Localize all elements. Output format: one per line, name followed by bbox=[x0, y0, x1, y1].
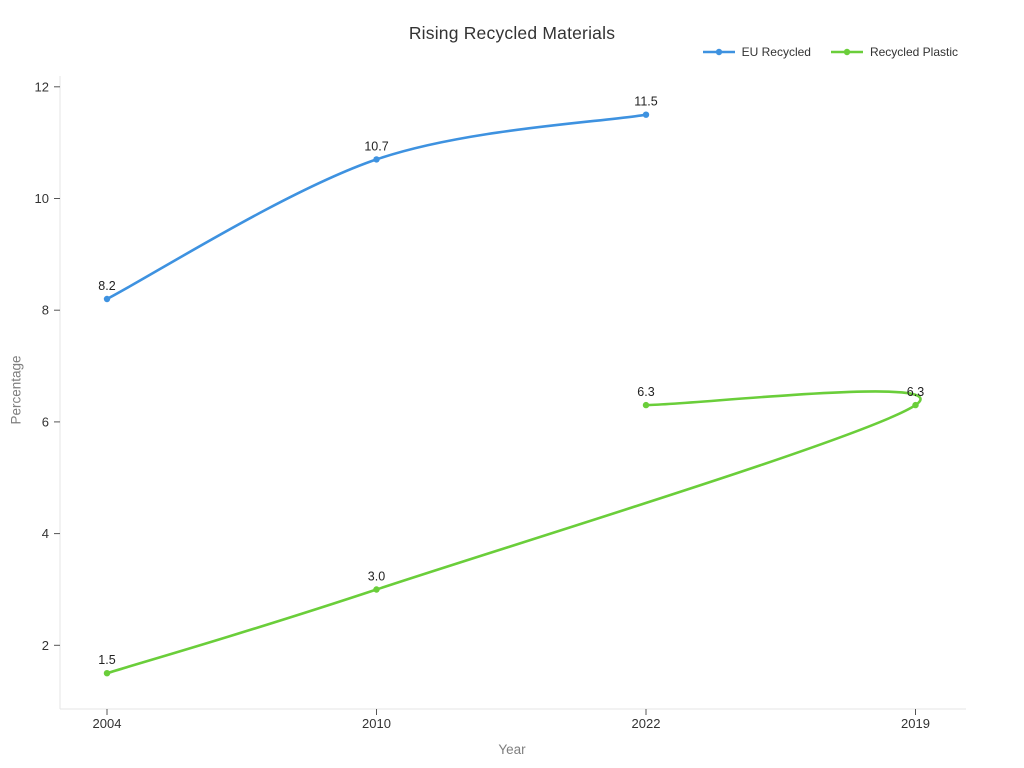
data-point-label: 1.5 bbox=[98, 653, 115, 667]
data-point-label: 10.7 bbox=[364, 139, 388, 153]
legend-line-sample-icon bbox=[702, 48, 735, 56]
y-tick-label: 8 bbox=[42, 303, 49, 318]
legend-line-sample-icon bbox=[830, 48, 863, 56]
data-point-marker[interactable] bbox=[642, 401, 650, 409]
data-point-marker[interactable] bbox=[373, 586, 380, 593]
y-tick-label: 12 bbox=[35, 79, 49, 94]
y-tick-label: 2 bbox=[42, 638, 49, 653]
data-point-label: 3.0 bbox=[368, 570, 385, 584]
legend-sample-marker bbox=[843, 48, 851, 56]
y-axis-title: Percentage bbox=[8, 355, 24, 425]
data-point-marker[interactable] bbox=[912, 401, 919, 409]
series-line-recycled-plastic bbox=[105, 390, 922, 675]
data-point-label: 8.2 bbox=[98, 279, 115, 293]
x-axis-title: Year bbox=[498, 742, 526, 757]
chart-title: Rising Recycled Materials bbox=[408, 23, 616, 43]
data-point-label: 6.3 bbox=[907, 385, 924, 399]
data-point-label: 6.3 bbox=[637, 385, 654, 399]
legend-item-recycled-plastic[interactable]: Recycled Plastic bbox=[829, 45, 958, 59]
data-point-marker[interactable] bbox=[103, 670, 111, 677]
data-point-label: 11.5 bbox=[634, 95, 657, 109]
legend-label: EU Recycled bbox=[741, 45, 811, 59]
x-tick-label: 2010 bbox=[362, 716, 391, 731]
legend: EU Recycled Recycled Plastic bbox=[701, 45, 958, 59]
data-point-marker[interactable] bbox=[373, 156, 380, 163]
data-point-marker[interactable] bbox=[103, 295, 111, 303]
y-tick-label: 10 bbox=[35, 191, 49, 206]
y-tick-label: 4 bbox=[42, 526, 49, 541]
x-tick-label: 2004 bbox=[93, 716, 122, 731]
legend-label: Recycled Plastic bbox=[869, 45, 958, 59]
y-tick-label: 6 bbox=[42, 414, 49, 429]
legend-sample-marker bbox=[715, 48, 722, 56]
x-tick-label: 2022 bbox=[632, 716, 661, 731]
data-point-marker[interactable] bbox=[642, 111, 650, 118]
legend-item-eu-recycled[interactable]: EU Recycled bbox=[701, 45, 811, 59]
x-tick-label: 2019 bbox=[901, 716, 930, 731]
